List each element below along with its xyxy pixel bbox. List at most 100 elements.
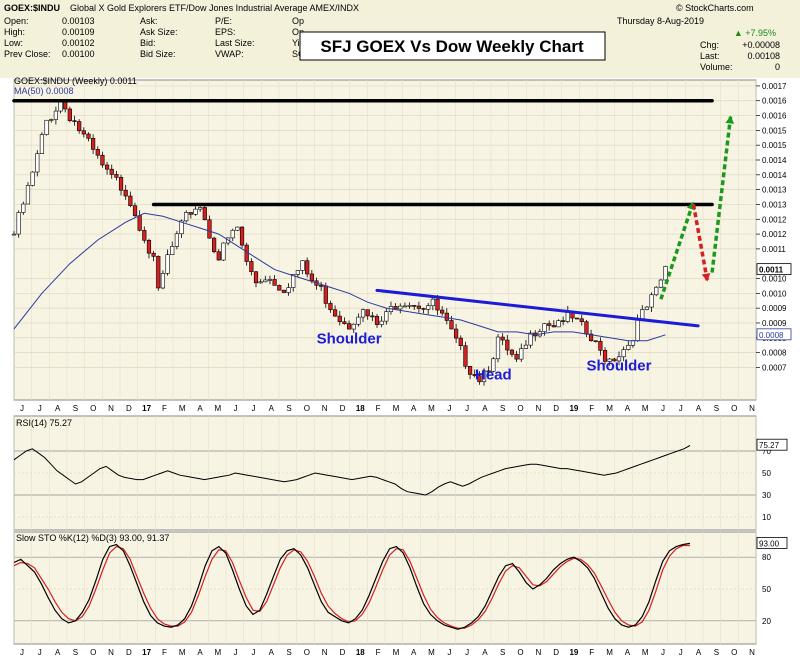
x-tick-label: A xyxy=(696,404,702,413)
candle-body xyxy=(281,289,287,293)
candle-body xyxy=(561,320,566,322)
rsi-gridlines xyxy=(13,416,757,530)
candle-body xyxy=(323,285,328,304)
candle-body xyxy=(356,316,361,325)
x-tick-label: 18 xyxy=(356,648,365,657)
x-tick-label: A xyxy=(197,404,203,413)
x-tick-label: J xyxy=(38,404,42,413)
quote-label: Op xyxy=(292,27,304,37)
title-box xyxy=(299,31,606,61)
quote-label: Yie xyxy=(292,38,305,48)
candle-body xyxy=(523,344,529,349)
quote-value: 0.00100 xyxy=(62,49,95,59)
x-tick-label: O xyxy=(517,648,523,657)
x-tick-label: A xyxy=(411,404,417,413)
last-value: 0.00108 xyxy=(747,51,780,61)
quote-label: EPS: xyxy=(215,27,236,37)
x-tick-label: O xyxy=(90,404,96,413)
candle-body xyxy=(44,119,49,135)
x-tick-label: J xyxy=(234,404,238,413)
candle-body xyxy=(626,345,631,350)
candle-body xyxy=(556,320,561,328)
price-tick-label: 0.0013 xyxy=(762,200,787,209)
symbol-label: GOEX:$INDU xyxy=(4,3,60,13)
price-tick-label: 0.0015 xyxy=(762,126,787,135)
sto-tick-label: 50 xyxy=(762,585,771,594)
x-tick-label: M xyxy=(215,648,222,657)
candle-body xyxy=(458,337,463,347)
candle-body xyxy=(207,219,212,239)
candle-body xyxy=(216,251,221,261)
price-tick-label: 0.0013 xyxy=(762,186,787,195)
x-tick-label: F xyxy=(162,404,167,413)
candle-body xyxy=(11,233,17,236)
x-tick-label: A xyxy=(197,648,203,657)
candle-body xyxy=(30,171,35,186)
x-tick-label: M xyxy=(642,404,649,413)
x-tick-label: O xyxy=(517,404,523,413)
x-tick-label: O xyxy=(90,648,96,657)
x-tick-label: A xyxy=(411,648,417,657)
candle-body xyxy=(142,230,147,241)
ma-price-label: 0.0008 xyxy=(759,331,784,340)
candle-body xyxy=(370,315,375,318)
quote-label: Bid Size: xyxy=(140,49,176,59)
candle-body xyxy=(640,309,645,320)
quote-label: Op xyxy=(292,16,304,26)
watermark: © StockCharts.com xyxy=(676,3,754,13)
candle-body xyxy=(575,317,580,320)
sto-legend: Slow STO %K(12) %D(3) 93.00, 91.37 xyxy=(16,533,169,543)
trend-lines xyxy=(12,98,714,328)
last-label: Last: xyxy=(700,51,720,61)
price-tick-label: 0.0014 xyxy=(762,171,787,180)
candle-body xyxy=(398,305,403,310)
sto-last-label: 93.00 xyxy=(759,539,780,548)
x-tick-label: O xyxy=(731,648,737,657)
quote-label: P/E: xyxy=(215,16,232,26)
candle-body xyxy=(151,252,156,257)
candle-body xyxy=(319,285,324,287)
quote-label: Ask Size: xyxy=(140,27,178,37)
x-tick-label: J xyxy=(661,404,665,413)
rsi-tick-label: 10 xyxy=(762,513,771,522)
x-tick-label: A xyxy=(482,404,488,413)
sto-k-line xyxy=(13,542,691,630)
candle-body xyxy=(602,350,608,362)
symbol-description: Global X Gold Explorers ETF/Dow Jones In… xyxy=(70,3,359,13)
candle-body xyxy=(495,336,501,360)
price-tick-label: 0.0014 xyxy=(762,156,787,165)
candle-body xyxy=(579,318,584,322)
candle-body xyxy=(542,323,547,332)
candle-body xyxy=(109,168,114,175)
price-tick-label: 0.0016 xyxy=(762,112,787,121)
sto-last-tag xyxy=(756,537,788,549)
x-tick-label: N xyxy=(749,648,755,657)
candle-body xyxy=(444,312,449,321)
x-tick-label: A xyxy=(55,648,61,657)
candle-body xyxy=(435,298,440,311)
candle-body xyxy=(379,320,384,325)
candle-body xyxy=(509,349,515,355)
x-tick-label: A xyxy=(269,648,275,657)
x-tick-label: J xyxy=(20,648,24,657)
price-tick-label: 0.0010 xyxy=(762,289,787,298)
candle-body xyxy=(328,303,333,311)
candle-body xyxy=(481,370,487,383)
candle-body xyxy=(449,320,454,330)
candle-body xyxy=(198,207,203,210)
candle-body xyxy=(337,315,342,323)
candle-body xyxy=(193,208,198,215)
candle-body xyxy=(346,323,352,330)
x-tick-label: F xyxy=(162,648,167,657)
candle-body xyxy=(463,345,468,367)
x-tick-label: N xyxy=(749,404,755,413)
candle-body xyxy=(179,220,184,235)
x-tick-label: A xyxy=(625,648,631,657)
candle-body xyxy=(588,333,594,342)
candle-body xyxy=(132,205,138,216)
candle-body xyxy=(491,358,496,372)
x-tick-label: S xyxy=(73,648,78,657)
candle-body xyxy=(374,316,380,325)
pattern-label: Head xyxy=(475,366,512,383)
candle-body xyxy=(263,279,268,283)
